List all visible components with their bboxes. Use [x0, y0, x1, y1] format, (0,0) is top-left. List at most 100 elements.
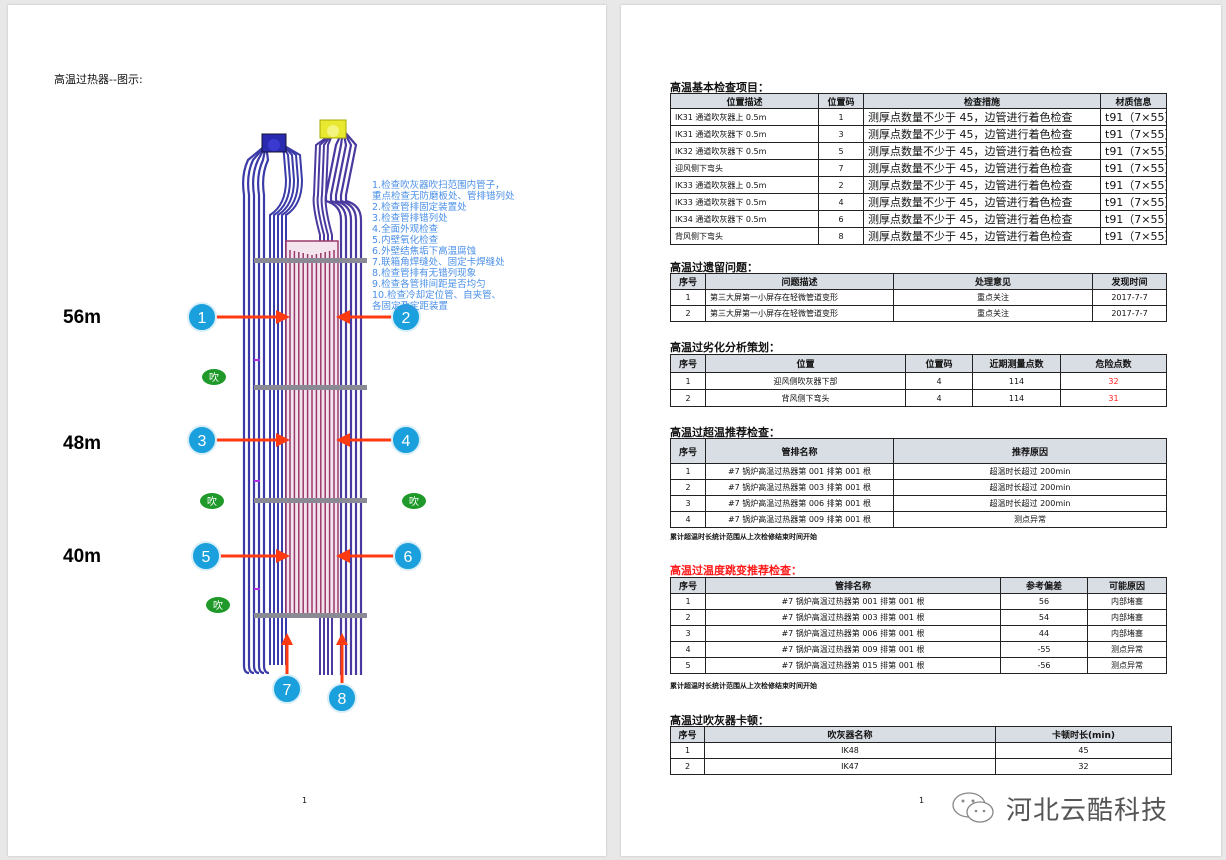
instruction-line: 重点检查无防磨板处、管排错列处: [372, 191, 515, 202]
soot-blower-label: 吹: [207, 495, 217, 508]
table-cell: 114: [972, 372, 1061, 390]
inspection-instructions: 1.检查吹灰器吹扫范围内管子， 重点检查无防磨板处、管排错列处 2.检查管排固定装置…: [372, 180, 515, 312]
table-cell: 2: [670, 758, 705, 775]
table-cell: 3: [818, 125, 864, 143]
table-cell: 4: [905, 389, 973, 407]
instruction-line: 7.联箱角焊缝处、固定卡焊缝处: [372, 257, 505, 268]
table-cell: t91（7×55）: [1100, 227, 1167, 245]
table-cell: 测厚点数量不少于 45，边管进行着色检查: [863, 227, 1101, 245]
table-cell: 32: [1060, 372, 1167, 390]
table-cell: #7 锅炉高温过热器第 003 排第 001 根: [705, 609, 1001, 626]
tube-outer: [324, 132, 334, 675]
page-right: 高温基本检查项目： 位置描述 位置码 检查措施 材质信息 IK31 通道吹灰器上 0.5…: [621, 5, 1221, 856]
table-row: 5 #7 锅炉高温过热器第 015 排第 001 根 -56 测点异常: [670, 657, 1167, 674]
table-header-row: 序号 管排名称 推荐原因: [670, 438, 1167, 464]
table-row: 2 IK47 32: [670, 758, 1172, 775]
degradation-table: 序号 位置 位置码 近期测量点数 危险点数 1 迎风侧吹灰器下部 4 114 32 2 背风侧下弯头 4…: [670, 354, 1167, 407]
table-cell: 56: [1000, 593, 1088, 610]
overtemp-title: 高温过超温推荐检查：: [670, 426, 780, 439]
table-cell: #7 锅炉高温过热器第 009 排第 001 根: [705, 641, 1001, 658]
table-cell: 第三大屏第一小屏存在轻微管道变形: [705, 289, 894, 306]
table-cell: 迎风侧吹灰器下部: [705, 372, 906, 390]
height-label: 40m: [63, 546, 101, 567]
marker-circle: [391, 425, 421, 455]
marker-number: 7: [283, 682, 292, 699]
column-header: 序号: [670, 273, 706, 290]
table-cell: 31: [1060, 389, 1167, 407]
table-cell: 背风侧下弯头: [670, 227, 819, 245]
table-cell: 2017-7-7: [1092, 305, 1167, 322]
table-cell: 4: [670, 641, 706, 658]
table-cell: 2017-7-7: [1092, 289, 1167, 306]
table-row: IK31 通道吹灰器上 0.5m 1 测厚点数量不少于 45，边管进行着色检查 t91…: [670, 108, 1167, 126]
column-header: 吹灰器名称: [704, 726, 996, 743]
table-cell: 1: [670, 289, 706, 306]
column-header: 材质信息: [1100, 93, 1167, 109]
table-row: 1 #7 锅炉高温过热器第 001 排第 001 根超温时长超过 200min: [670, 463, 1167, 480]
tube-outer: [252, 144, 267, 665]
table-cell: 3: [670, 625, 706, 642]
table-row: 4 #7 锅炉高温过热器第 009 排第 001 根 -55 测点异常: [670, 641, 1167, 658]
table-header-row: 序号 位置 位置码 近期测量点数 危险点数: [670, 354, 1167, 373]
table-cell: 超温时长超过 200min: [893, 463, 1167, 480]
table-row: IK33 通道吹灰器下 0.5m 4 测厚点数量不少于 45，边管进行着色检查 t91…: [670, 193, 1167, 211]
arrow-head: [281, 633, 293, 645]
legacy-issues-table: 序号 问题描述 处理意见 发现时间 1 第三大屏第一小屏存在轻微管道变形 重点关注 2017-…: [670, 273, 1167, 322]
table-cell: t91（7×55）: [1100, 125, 1167, 143]
column-header: 参考偏差: [1000, 577, 1088, 594]
instruction-line: 5.内壁氧化检查: [372, 235, 439, 246]
wechat-icon: [952, 792, 994, 823]
tick-mark: [254, 588, 260, 590]
column-header: 序号: [670, 726, 705, 743]
tube-outer: [262, 144, 270, 665]
soot-blower-label: 吹: [209, 371, 219, 384]
overtemp-note: 累计超温时长统计范围从上次检修结束时间开始: [670, 533, 817, 541]
column-header: 近期测量点数: [972, 354, 1061, 373]
table-cell: 测厚点数量不少于 45，边管进行着色检查: [863, 108, 1101, 126]
inlet-header-cap: [268, 139, 280, 151]
table-row: 2 背风侧下弯头 4 114 31: [670, 389, 1167, 407]
table-cell: t91（7×55）: [1100, 108, 1167, 126]
table-cell: 测点异常: [893, 511, 1167, 528]
instruction-line: 4.全面外观检查: [372, 224, 439, 235]
table-cell: #7 锅炉高温过热器第 003 排第 001 根: [705, 479, 894, 496]
table-cell: 测厚点数量不少于 45，边管进行着色检查: [863, 159, 1101, 177]
arrow-head: [336, 633, 348, 645]
table-cell: IK48: [704, 742, 996, 759]
table-cell: IK33 通道吹灰器下 0.5m: [670, 193, 819, 211]
tube-outer: [273, 144, 292, 665]
table-cell: 5: [670, 657, 706, 674]
table-cell: 重点关注: [893, 305, 1093, 322]
column-header: 位置码: [905, 354, 973, 373]
instruction-line: 6.外壁结焦垢下高温腐蚀: [372, 246, 477, 257]
column-header: 发现时间: [1092, 273, 1167, 290]
soot-blower-badge: [402, 493, 426, 509]
table-cell: 4: [905, 372, 973, 390]
table-cell: #7 锅炉高温过热器第 015 排第 001 根: [705, 657, 1001, 674]
table-cell: 测厚点数量不少于 45，边管进行着色检查: [863, 210, 1101, 228]
table-cell: 4: [670, 511, 706, 528]
arrow-head: [276, 433, 290, 447]
table-row: 1 IK48 45: [670, 742, 1172, 759]
arrow-head: [336, 433, 350, 447]
legacy-issues-title: 高温过遗留问题：: [670, 261, 758, 274]
tube-outer: [334, 129, 353, 675]
table-cell: 第三大屏第一小屏存在轻微管道变形: [705, 305, 894, 322]
table-cell: #7 锅炉高温过热器第 009 排第 001 根: [705, 511, 894, 528]
table-row: IK34 通道吹灰器下 0.5m 6 测厚点数量不少于 45，边管进行着色检查 t91…: [670, 210, 1167, 228]
support-band: [254, 498, 367, 503]
blower-title: 高温过吹灰器卡顿：: [670, 714, 769, 727]
marker-circle: [187, 302, 217, 332]
table-cell: 超温时长超过 200min: [893, 479, 1167, 496]
column-header: 推荐原因: [893, 438, 1167, 464]
table-row: 2 第三大屏第一小屏存在轻微管道变形 重点关注 2017-7-7: [670, 305, 1167, 322]
tube-outer: [277, 144, 296, 665]
marker-circle: [327, 683, 357, 713]
column-header: 位置: [705, 354, 906, 373]
page-number: 1: [302, 796, 308, 805]
table-cell: -56: [1000, 657, 1088, 674]
tube-outer: [320, 132, 334, 675]
